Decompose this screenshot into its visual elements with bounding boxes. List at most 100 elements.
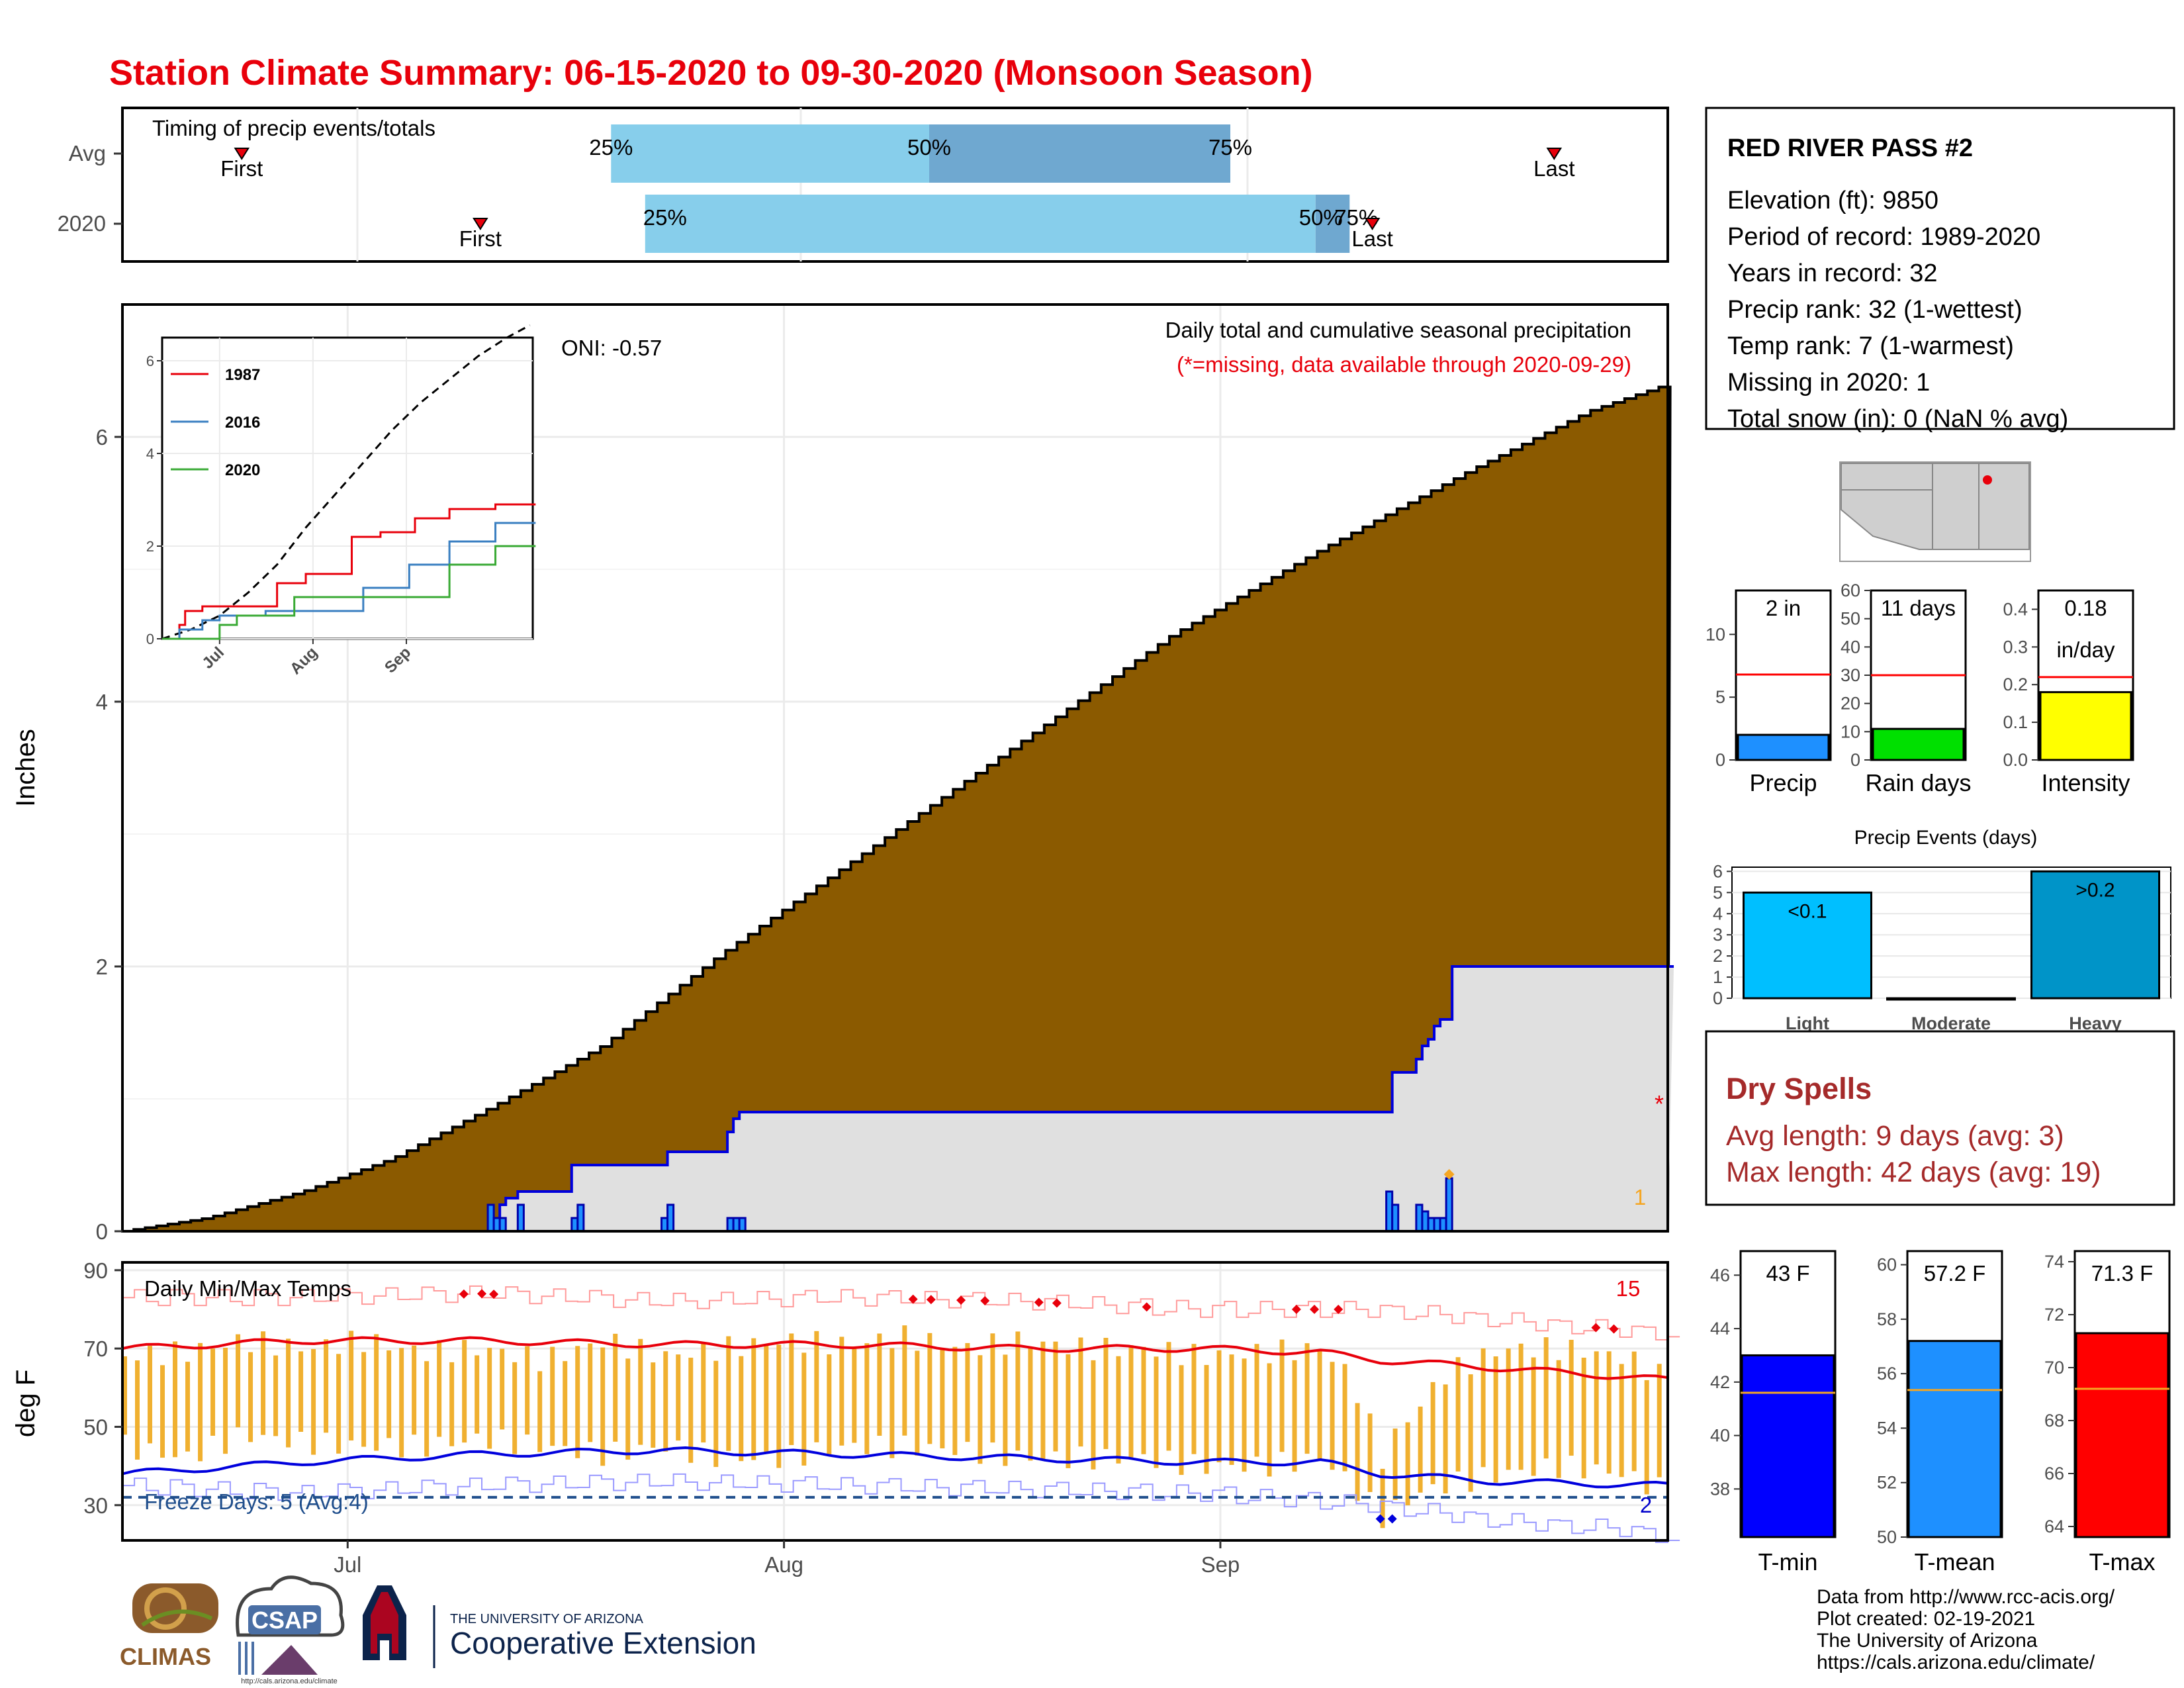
record-high-marker bbox=[956, 1295, 966, 1305]
location-map bbox=[1839, 461, 2031, 562]
daily-temp-range-bar bbox=[424, 1361, 430, 1457]
footer-credits: Data from http://www.rcc-acis.org/ Plot … bbox=[1817, 1586, 2115, 1673]
metric-ytick-label: 50 bbox=[1841, 609, 1860, 629]
daily-temp-range-bar bbox=[563, 1361, 568, 1446]
metric-ytick-label: 40 bbox=[1841, 637, 1860, 657]
temp-metric-ytick-label: 42 bbox=[1710, 1372, 1730, 1392]
record-high-marker bbox=[459, 1289, 469, 1299]
temp-metric-ytick-label: 74 bbox=[2044, 1252, 2064, 1272]
daily-temp-range-bar bbox=[1418, 1406, 1423, 1493]
events-ytick-label: 6 bbox=[1713, 861, 1723, 881]
daily-temp-range-bar bbox=[915, 1350, 920, 1456]
daily-temp-range-bar bbox=[1066, 1354, 1071, 1468]
daily-temp-range-bar bbox=[349, 1331, 354, 1441]
daily-temp-range-bar bbox=[1518, 1343, 1524, 1470]
metric-ytick-label: 0.2 bbox=[2003, 675, 2028, 694]
record-low-count: 2 bbox=[1640, 1493, 1652, 1517]
daily-temp-range-bar bbox=[927, 1333, 933, 1444]
daily-temp-range-bar bbox=[1028, 1348, 1033, 1461]
daily-temp-range-bar bbox=[512, 1362, 518, 1454]
inset-ytick-label: 6 bbox=[146, 353, 154, 369]
daily-temp-range-bar bbox=[1531, 1357, 1536, 1476]
daily-precip-bar bbox=[576, 1203, 585, 1233]
climas-logo: CLIMAS bbox=[120, 1583, 218, 1670]
temp-metric-ytick-label: 52 bbox=[1877, 1473, 1897, 1493]
daily-temp-range-bar bbox=[889, 1348, 895, 1458]
daily-temp-range-bar bbox=[952, 1346, 958, 1456]
last-event-marker bbox=[1546, 148, 1563, 160]
daily-temp-range-bar bbox=[1443, 1384, 1448, 1494]
daily-temp-range-bar bbox=[311, 1348, 316, 1455]
record-high-marker bbox=[908, 1294, 918, 1304]
inset-ytick-label: 0 bbox=[146, 631, 154, 647]
events-bar-value: <0.1 bbox=[1788, 900, 1827, 922]
daily-temp-range-bar bbox=[1569, 1339, 1574, 1456]
missing-day-count: 1 bbox=[1634, 1185, 1646, 1209]
temp-metric-ytick-label: 70 bbox=[2044, 1358, 2064, 1378]
inset-ytick-label: 4 bbox=[146, 445, 154, 462]
daily-temp-range-bar bbox=[1506, 1348, 1511, 1470]
inset-line-avg bbox=[161, 324, 531, 640]
events-ytick-label: 2 bbox=[1713, 946, 1723, 966]
metric-ytick-label: 0 bbox=[1715, 750, 1725, 770]
metric-ytick-label: 60 bbox=[1841, 581, 1860, 600]
daily-temp-range-bar bbox=[1204, 1365, 1209, 1474]
dry-spells-box: Dry Spells Avg length: 9 days (avg: 3) M… bbox=[1705, 1030, 2175, 1206]
metric-bar bbox=[1872, 727, 1965, 761]
metric-ytick-label: 0 bbox=[1850, 750, 1860, 770]
csap-url: http://cals.arizona.edu/climate bbox=[241, 1677, 338, 1685]
daily-temp-range-bar bbox=[1342, 1364, 1347, 1472]
metric-label: Precip bbox=[1749, 769, 1817, 796]
daily-temp-range-bar bbox=[839, 1336, 844, 1446]
dry-spells-title: Dry Spells bbox=[1726, 1072, 1872, 1105]
record-high-marker bbox=[1310, 1304, 1320, 1314]
daily-temp-range-bar bbox=[1141, 1346, 1146, 1454]
oni-label: ONI: -0.57 bbox=[561, 336, 662, 360]
daily-temp-range-bar bbox=[613, 1333, 618, 1442]
daily-temp-range-bar bbox=[500, 1348, 505, 1430]
daily-temp-range-bar bbox=[1556, 1360, 1561, 1478]
daily-temp-range-bar bbox=[286, 1338, 291, 1448]
temp-panel: 30 50 70 90 deg F Daily Min/Max Temps Freez… bbox=[11, 1258, 1680, 1577]
inset-legend-label: 2020 bbox=[225, 461, 260, 479]
csap-logo-text: CSAP bbox=[251, 1607, 318, 1634]
daily-temp-range-bar bbox=[902, 1325, 907, 1436]
daily-temp-range-bar bbox=[298, 1351, 304, 1432]
record-high-marker bbox=[489, 1289, 499, 1299]
daily-temp-range-bar bbox=[1191, 1344, 1197, 1454]
daily-temp-range-bar bbox=[1103, 1338, 1109, 1450]
temp-metric-ytick-label: 64 bbox=[2044, 1517, 2064, 1536]
record-high-count: 15 bbox=[1616, 1276, 1641, 1301]
timing-bar-25-50 bbox=[611, 124, 930, 183]
record-low-marker bbox=[1375, 1514, 1385, 1524]
precip-y-axis-label: Inches bbox=[11, 729, 40, 807]
daily-temp-range-bar bbox=[1015, 1331, 1021, 1451]
events-bar-moderate bbox=[1886, 997, 2016, 1001]
record-high-marker bbox=[980, 1295, 990, 1305]
daily-temp-range-bar bbox=[1355, 1403, 1360, 1501]
timing-label-25: 25% bbox=[643, 205, 687, 230]
daily-temp-range-bar bbox=[751, 1338, 756, 1460]
timing-label-50: 50% bbox=[907, 135, 951, 160]
daily-temp-range-bar bbox=[122, 1356, 127, 1435]
daily-temp-range-bar bbox=[1267, 1363, 1272, 1477]
precip-ytick-label: 4 bbox=[96, 690, 108, 714]
daily-temp-range-bar bbox=[1594, 1351, 1599, 1465]
events-ytick-label: 1 bbox=[1713, 967, 1723, 987]
daily-temp-range-bar bbox=[1216, 1350, 1222, 1463]
temp-line-record-max bbox=[122, 1285, 1680, 1340]
temp-metric-ytick-label: 44 bbox=[1710, 1319, 1730, 1338]
timing-label-50: 50% bbox=[1299, 205, 1343, 230]
daily-temp-range-bar bbox=[1304, 1343, 1310, 1454]
daily-temp-range-bar bbox=[248, 1352, 253, 1442]
temp-line-avg-min bbox=[122, 1446, 1668, 1489]
daily-temp-range-bar bbox=[575, 1346, 580, 1458]
station-info-line: Years in record: 32 bbox=[1727, 259, 1938, 287]
daily-temp-range-bar bbox=[688, 1358, 694, 1463]
daily-temp-range-bar bbox=[1003, 1354, 1008, 1466]
daily-temp-range-bar bbox=[1116, 1356, 1121, 1464]
events-ytick-label: 4 bbox=[1713, 904, 1723, 923]
